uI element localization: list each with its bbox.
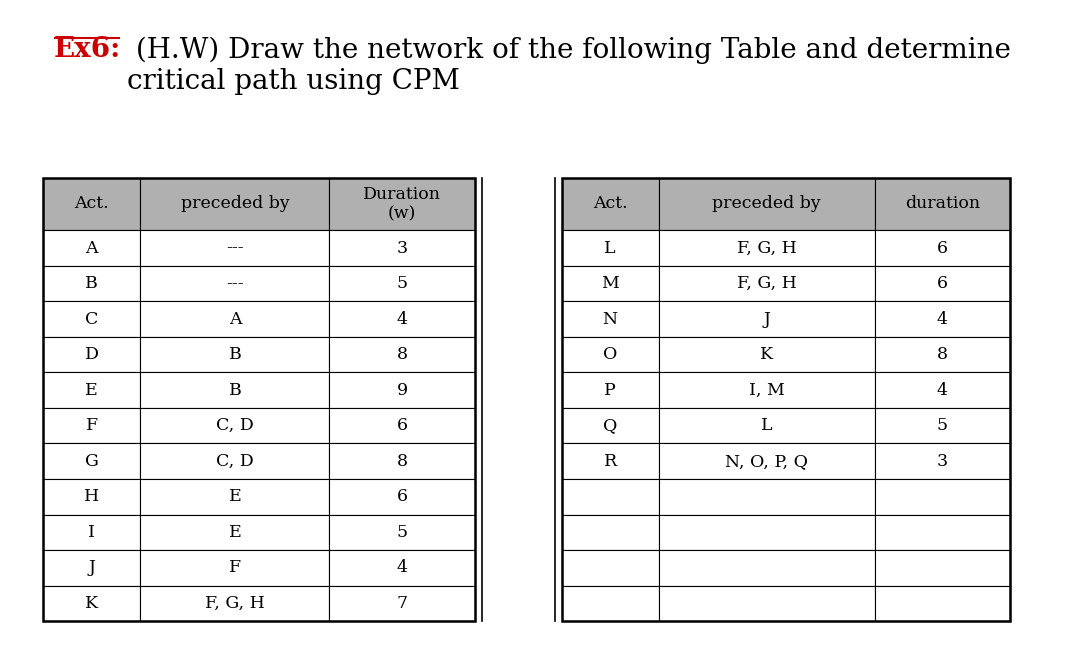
Text: F, G, H: F, G, H — [737, 240, 797, 257]
Text: preceded by: preceded by — [180, 195, 289, 213]
Text: ---: --- — [226, 240, 244, 257]
Text: (H.W) Draw the network of the following Table and determine
critical path using : (H.W) Draw the network of the following … — [127, 36, 1011, 95]
Text: ---: --- — [226, 275, 244, 292]
Text: 4: 4 — [396, 311, 408, 328]
Text: D: D — [85, 346, 98, 363]
Text: 6: 6 — [936, 275, 948, 292]
Text: N, O, P, Q: N, O, P, Q — [726, 453, 808, 470]
Text: B: B — [85, 275, 98, 292]
Text: 6: 6 — [396, 488, 408, 505]
Text: Act.: Act. — [593, 195, 627, 213]
Text: Q: Q — [603, 417, 618, 434]
Text: 5: 5 — [396, 524, 408, 541]
Text: F: F — [85, 417, 98, 434]
Text: 5: 5 — [936, 417, 948, 434]
Text: E: E — [229, 524, 241, 541]
Text: L: L — [605, 240, 616, 257]
Text: 8: 8 — [396, 453, 408, 470]
Text: 6: 6 — [936, 240, 948, 257]
Text: 5: 5 — [396, 275, 408, 292]
Text: 4: 4 — [936, 382, 948, 399]
Text: 8: 8 — [396, 346, 408, 363]
Text: K: K — [85, 595, 98, 612]
Text: I: I — [89, 524, 95, 541]
Text: 4: 4 — [936, 311, 948, 328]
Text: Act.: Act. — [75, 195, 109, 213]
Text: N: N — [603, 311, 618, 328]
Text: B: B — [229, 382, 241, 399]
Text: L: L — [761, 417, 772, 434]
Text: H: H — [84, 488, 99, 505]
Text: P: P — [605, 382, 616, 399]
Text: E: E — [85, 382, 98, 399]
Text: 9: 9 — [396, 382, 408, 399]
Text: C, D: C, D — [216, 417, 254, 434]
Text: A: A — [85, 240, 98, 257]
Text: G: G — [85, 453, 98, 470]
Text: C, D: C, D — [216, 453, 254, 470]
Text: O: O — [603, 346, 618, 363]
Text: 4: 4 — [396, 559, 408, 576]
Text: C: C — [85, 311, 98, 328]
Text: F, G, H: F, G, H — [205, 595, 265, 612]
Text: duration: duration — [905, 195, 980, 213]
Text: 6: 6 — [396, 417, 408, 434]
Text: 8: 8 — [936, 346, 948, 363]
Text: F: F — [229, 559, 241, 576]
Text: 3: 3 — [396, 240, 408, 257]
Text: E: E — [229, 488, 241, 505]
Text: Duration
(w): Duration (w) — [363, 186, 442, 222]
Text: J: J — [89, 559, 95, 576]
Text: K: K — [760, 346, 773, 363]
Text: preceded by: preceded by — [713, 195, 821, 213]
Text: B: B — [229, 346, 241, 363]
Text: F, G, H: F, G, H — [737, 275, 797, 292]
Text: 7: 7 — [396, 595, 408, 612]
Text: J: J — [764, 311, 770, 328]
Text: I, M: I, M — [748, 382, 785, 399]
Text: Ex6:: Ex6: — [54, 36, 121, 63]
Text: R: R — [604, 453, 617, 470]
Text: A: A — [229, 311, 241, 328]
Text: M: M — [602, 275, 619, 292]
Text: 3: 3 — [936, 453, 948, 470]
